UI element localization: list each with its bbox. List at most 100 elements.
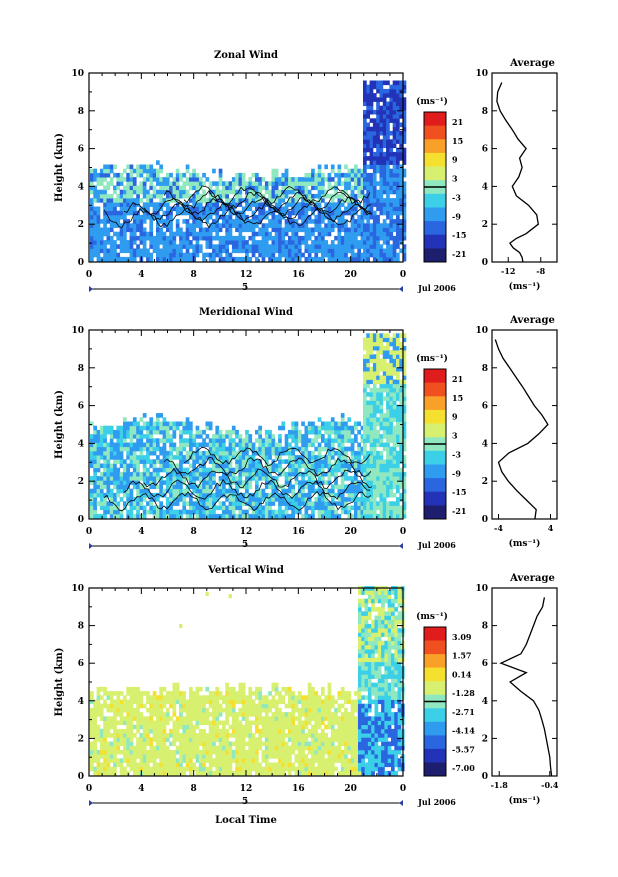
- profile-y-tick-label: 2: [482, 734, 488, 744]
- x-tick-label: 0: [400, 270, 406, 280]
- profile-line: [495, 340, 548, 520]
- colorbar-band: [424, 369, 446, 383]
- colorbar-band: [424, 492, 446, 506]
- profile-x-tick-label: -8: [536, 266, 545, 276]
- profile-y-tick-label: 0: [482, 772, 488, 782]
- y-axis-label: Height (km): [54, 390, 65, 459]
- y-tick-label: 10: [71, 69, 84, 79]
- profile-y-tick-label: 8: [482, 622, 488, 632]
- y-tick-label: 8: [78, 107, 84, 117]
- panel-title: Vertical Wind: [207, 565, 284, 576]
- date-axis-start-marker: [89, 800, 93, 806]
- colorbar-unit: (ms⁻¹): [416, 353, 448, 364]
- date-label: Jul 2006: [417, 797, 456, 807]
- colorbar-band: [424, 396, 446, 410]
- profile-title: Average: [509, 573, 555, 584]
- profile-unit: (ms⁻¹): [509, 538, 541, 549]
- profile-line: [501, 597, 552, 776]
- profile-x-tick-label: -0.4: [541, 780, 559, 790]
- date-axis-end-marker: [399, 800, 403, 806]
- heatmap-cells: [90, 81, 406, 262]
- profile-y-tick-label: 10: [475, 69, 488, 79]
- profile-y-tick-label: 6: [482, 659, 488, 669]
- profile-unit: (ms⁻¹): [509, 795, 541, 806]
- colorbar-band: [424, 410, 446, 424]
- colorbar-tick-label: -7.00: [452, 763, 475, 773]
- panel-title: Meridional Wind: [199, 307, 293, 318]
- y-tick-label: 2: [78, 734, 84, 744]
- date-label: Jul 2006: [417, 283, 456, 293]
- x-tick-label: 4: [138, 784, 144, 794]
- colorbar-tick-label: -4.14: [452, 726, 475, 736]
- y-tick-label: 0: [78, 772, 84, 782]
- date-axis-end-marker: [399, 543, 403, 549]
- profile-y-tick-label: 4: [482, 182, 488, 192]
- colorbar-tick-label: -9: [452, 468, 461, 478]
- y-tick-label: 8: [78, 622, 84, 632]
- colorbar-tick-label: 21: [452, 374, 463, 384]
- colorbar-tick-label: 9: [452, 155, 458, 165]
- x-tick-label: 12: [240, 784, 253, 794]
- colorbar-tick-label: -15: [452, 230, 466, 240]
- colorbar-band: [424, 126, 446, 140]
- profile-y-tick-label: 4: [482, 439, 488, 449]
- date-tick-label: 5: [242, 283, 248, 293]
- y-tick-label: 2: [78, 477, 84, 487]
- profile-y-tick-label: 2: [482, 477, 488, 487]
- x-tick-label: 4: [138, 270, 144, 280]
- profile-title: Average: [509, 58, 555, 69]
- profile-y-tick-label: 6: [482, 145, 488, 155]
- colorbar-band: [424, 153, 446, 167]
- y-tick-label: 4: [78, 697, 84, 707]
- x-tick-label: 0: [86, 270, 92, 280]
- x-tick-label: 20: [344, 784, 357, 794]
- colorbar-band: [424, 627, 446, 641]
- profile-line: [497, 83, 538, 263]
- y-axis-label: Height (km): [54, 648, 65, 717]
- colorbar-band: [424, 681, 446, 695]
- colorbar-band: [424, 112, 446, 126]
- x-tick-label: 8: [191, 784, 197, 794]
- profile-unit: (ms⁻¹): [509, 281, 541, 292]
- date-axis-start-marker: [89, 543, 93, 549]
- colorbar-band: [424, 708, 446, 722]
- colorbar-band: [424, 194, 446, 208]
- y-tick-label: 0: [78, 258, 84, 268]
- date-axis-start-marker: [89, 286, 93, 292]
- colorbar-band: [424, 641, 446, 655]
- profile-y-tick-label: 4: [482, 697, 488, 707]
- colorbar-band: [424, 424, 446, 438]
- colorbar-tick-label: 0.14: [452, 669, 472, 679]
- profile-frame: [492, 73, 557, 262]
- x-tick-label: 20: [344, 270, 357, 280]
- colorbar-tick-label: 3: [452, 174, 458, 184]
- colorbar-band: [424, 735, 446, 749]
- colorbar-band: [424, 722, 446, 736]
- date-tick-label: 5: [242, 797, 248, 807]
- colorbar-band: [424, 505, 446, 519]
- x-tick-label: 0: [400, 784, 406, 794]
- colorbar-band: [424, 167, 446, 181]
- y-tick-label: 6: [78, 402, 84, 412]
- y-tick-label: 6: [78, 145, 84, 155]
- colorbar-tick-label: -5.57: [452, 744, 475, 754]
- colorbar-tick-label: -15: [452, 487, 466, 497]
- x-tick-label: 12: [240, 527, 253, 537]
- date-tick-label: 5: [242, 540, 248, 550]
- x-tick-label: 12: [240, 270, 253, 280]
- colorbar-band: [424, 235, 446, 249]
- x-tick-label: 0: [400, 527, 406, 537]
- y-tick-label: 2: [78, 220, 84, 230]
- colorbar-tick-label: 1.57: [452, 651, 471, 661]
- profile-y-tick-label: 10: [475, 584, 488, 594]
- y-tick-label: 8: [78, 364, 84, 374]
- y-tick-label: 0: [78, 515, 84, 525]
- x-tick-label: 0: [86, 527, 92, 537]
- profile-y-tick-label: 6: [482, 402, 488, 412]
- x-tick-label: 4: [138, 527, 144, 537]
- y-tick-label: 6: [78, 659, 84, 669]
